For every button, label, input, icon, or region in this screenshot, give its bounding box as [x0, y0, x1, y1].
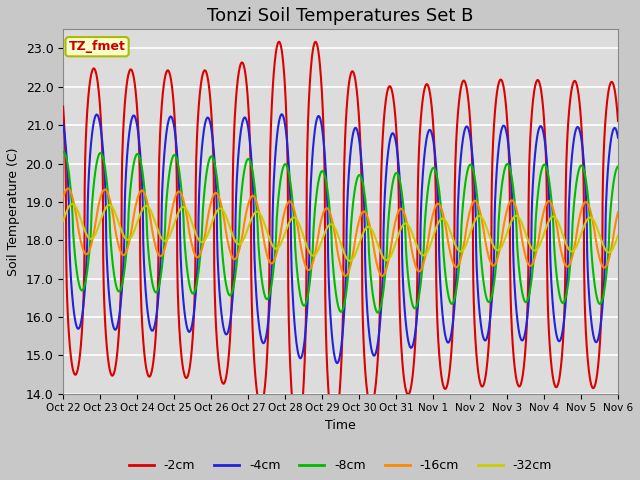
Text: TZ_fmet: TZ_fmet [68, 40, 125, 53]
Title: Tonzi Soil Temperatures Set B: Tonzi Soil Temperatures Set B [207, 7, 474, 25]
Legend: -2cm, -4cm, -8cm, -16cm, -32cm: -2cm, -4cm, -8cm, -16cm, -32cm [124, 455, 557, 478]
X-axis label: Time: Time [325, 419, 356, 432]
Y-axis label: Soil Temperature (C): Soil Temperature (C) [7, 147, 20, 276]
